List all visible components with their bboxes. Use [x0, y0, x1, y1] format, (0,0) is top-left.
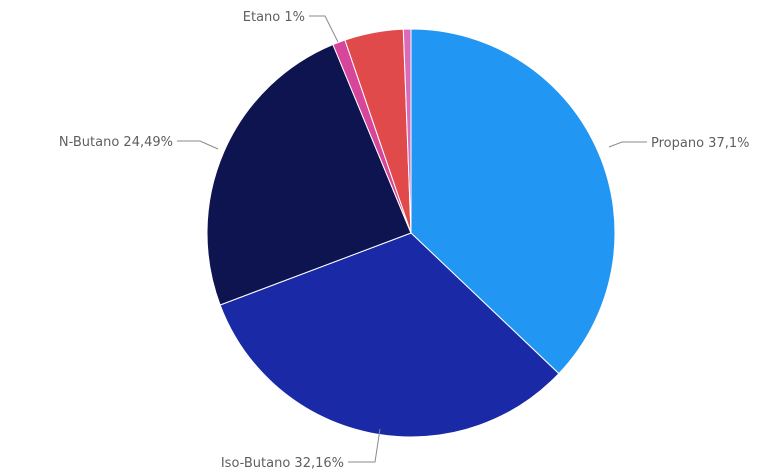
leader-line-iso-butano [348, 428, 381, 463]
pie-slice-unlabeled-5[interactable] [402, 28, 412, 234]
data-label-propano: Propano 37,1% [651, 136, 749, 151]
data-label-n-butano: N-Butano 24,49% [59, 135, 173, 150]
leader-line-propano [608, 141, 647, 148]
leader-line-etano [309, 15, 339, 43]
leader-line-n-butano [177, 140, 219, 150]
pie-slices [206, 28, 616, 438]
pie-slice-propano[interactable] [410, 28, 616, 375]
pie-labels: Propano 37,1% Iso-Butano 32,16% N-Butano 2… [59, 10, 750, 471]
pie-slice-n-butano[interactable] [206, 43, 412, 306]
data-label-iso-butano: Iso-Butano 32,16% [221, 456, 344, 471]
data-label-etano: Etano 1% [243, 10, 305, 25]
pie-slice-iso-butano[interactable] [219, 232, 560, 438]
